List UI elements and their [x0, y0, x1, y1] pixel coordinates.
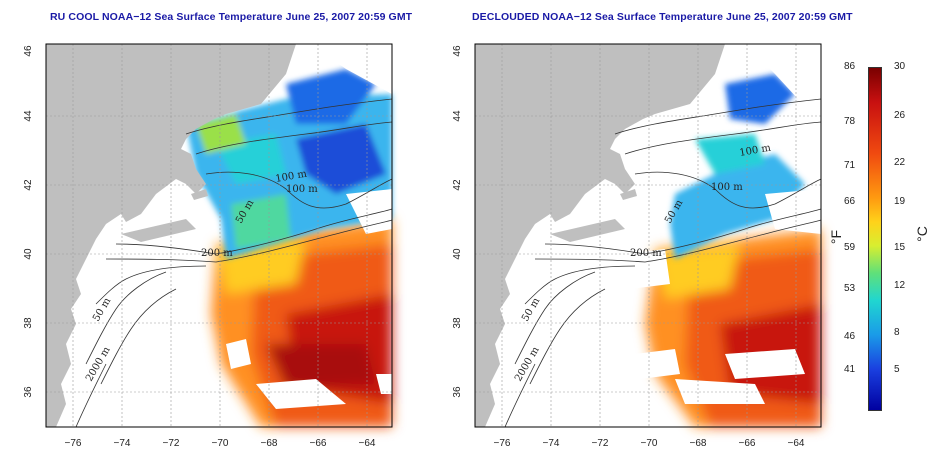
y-tick-label: 42 — [452, 179, 463, 191]
fahrenheit-label: 78 — [844, 116, 856, 127]
land-mass — [475, 44, 725, 427]
y-axis-labels: 46 44 42 40 38 36 — [452, 45, 463, 398]
celsius-label: 15 — [894, 242, 906, 253]
temperature-colorbar — [868, 67, 882, 411]
y-axis-labels: 46 44 42 40 38 36 — [23, 45, 34, 398]
y-tick-label: 36 — [452, 386, 463, 398]
fahrenheit-label: 53 — [844, 283, 856, 294]
cloud-cover — [226, 44, 392, 409]
island — [191, 189, 208, 200]
map-gridlines — [475, 44, 821, 427]
y-tick-label: 44 — [452, 110, 463, 122]
cool-water-region — [670, 74, 805, 259]
cloud-cover — [625, 44, 821, 404]
island — [620, 189, 637, 200]
x-axis-labels: −76 −74 −72 −70 −68 −66 −64 — [494, 438, 805, 449]
x-tick-label: −74 — [114, 438, 131, 449]
bathymetry-contours — [75, 98, 393, 428]
contour-label: 200 m — [630, 248, 662, 259]
x-tick-label: −68 — [261, 438, 278, 449]
y-tick-label: 38 — [452, 317, 463, 329]
y-tick-label: 38 — [23, 317, 34, 329]
x-tick-label: −72 — [592, 438, 609, 449]
fahrenheit-label: 71 — [844, 160, 856, 171]
map-gridlines — [46, 44, 392, 427]
bathymetry-contours — [504, 98, 822, 428]
left-sst-map: 100 m 100 m 50 m 200 m 50 m 2000 m 46 44… — [23, 43, 393, 449]
celsius-label: 8 — [894, 327, 900, 338]
y-tick-label: 46 — [23, 45, 34, 57]
long-island — [550, 219, 625, 242]
contour-label: 200 m — [201, 248, 233, 259]
x-tick-label: −72 — [163, 438, 180, 449]
celsius-label: 5 — [894, 364, 900, 375]
celsius-label: 22 — [894, 157, 906, 168]
celsius-label: 30 — [894, 61, 906, 72]
y-tick-label: 40 — [452, 248, 463, 260]
y-tick-label: 36 — [23, 386, 34, 398]
y-tick-label: 44 — [23, 110, 34, 122]
celsius-label: 19 — [894, 196, 906, 207]
right-map-title: DECLOUDED NOAA−12 Sea Surface Temperatur… — [472, 11, 853, 23]
land-mass — [46, 44, 296, 427]
x-axis-labels: −76 −74 −72 −70 −68 −66 −64 — [65, 438, 376, 449]
x-tick-label: −70 — [212, 438, 229, 449]
x-tick-label: −68 — [690, 438, 707, 449]
y-tick-label: 42 — [23, 179, 34, 191]
cool-water-region — [186, 69, 392, 259]
right-sst-map: 100 m 100 m 50 m 200 m 50 m 2000 m 46 44… — [452, 43, 822, 449]
fahrenheit-label: 41 — [844, 364, 856, 375]
x-tick-label: −66 — [739, 438, 756, 449]
long-island — [121, 219, 196, 242]
x-tick-label: −64 — [788, 438, 805, 449]
fahrenheit-label: 59 — [844, 242, 856, 253]
contour-label: 100 m — [286, 184, 318, 195]
x-tick-label: −76 — [494, 438, 511, 449]
x-tick-label: −74 — [543, 438, 560, 449]
x-tick-label: −64 — [359, 438, 376, 449]
x-tick-label: −66 — [310, 438, 327, 449]
fahrenheit-label: 66 — [844, 196, 856, 207]
y-tick-label: 46 — [452, 45, 463, 57]
fahrenheit-label: 86 — [844, 61, 856, 72]
celsius-unit-label: °C — [913, 226, 930, 242]
x-tick-label: −76 — [65, 438, 82, 449]
celsius-label: 26 — [894, 110, 906, 121]
contour-label: 100 m — [711, 182, 743, 193]
fahrenheit-unit-label: °F — [828, 229, 845, 245]
y-tick-label: 40 — [23, 248, 34, 260]
map-frame — [45, 43, 393, 428]
x-tick-label: −70 — [641, 438, 658, 449]
celsius-label: 12 — [894, 280, 906, 291]
map-frame — [474, 43, 822, 428]
left-map-title: RU COOL NOAA−12 Sea Surface Temperature … — [50, 11, 413, 23]
fahrenheit-label: 46 — [844, 331, 856, 342]
